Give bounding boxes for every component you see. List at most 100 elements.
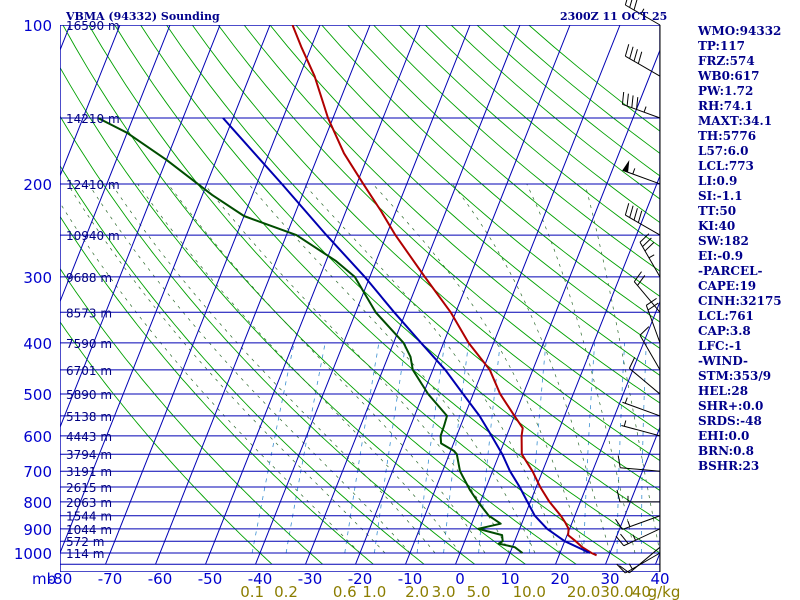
stat-item: BSHR:23 bbox=[698, 459, 760, 473]
moist-adiabat bbox=[111, 183, 436, 554]
wind-barb bbox=[622, 160, 661, 185]
barb-full bbox=[633, 49, 638, 62]
isotherm bbox=[355, 25, 571, 565]
barb-full bbox=[631, 95, 634, 108]
dry-adiabat bbox=[269, 25, 660, 376]
height-label: 1044 m bbox=[66, 523, 112, 537]
wind-barb bbox=[615, 515, 661, 530]
barb-full bbox=[617, 455, 621, 468]
isotherm bbox=[0, 25, 20, 564]
barb-full bbox=[624, 44, 630, 57]
height-label: 6701 m bbox=[66, 364, 112, 378]
dry-adiabat bbox=[140, 25, 660, 522]
stat-item: TT:50 bbox=[698, 204, 737, 218]
stat-item: CAP:3.8 bbox=[698, 324, 751, 338]
pressure-tick: 500 bbox=[23, 386, 52, 404]
wind-barb bbox=[633, 271, 661, 313]
dry-adiabat bbox=[60, 321, 273, 565]
moist-adiabat bbox=[137, 183, 461, 554]
mixing-ratio-tick: 3.0 bbox=[432, 583, 456, 600]
isotherm bbox=[605, 425, 660, 565]
barb-full bbox=[619, 565, 630, 574]
barb-full bbox=[647, 302, 659, 311]
height-label: 5890 m bbox=[66, 388, 112, 402]
isotherm bbox=[305, 25, 521, 565]
barb-half bbox=[624, 397, 628, 404]
isotherm bbox=[60, 25, 171, 303]
isotherm bbox=[255, 25, 471, 565]
barb-full bbox=[639, 233, 650, 243]
barb-full bbox=[621, 91, 625, 105]
stat-item: LCL:773 bbox=[698, 159, 754, 173]
temperature-tick: -50 bbox=[198, 570, 223, 588]
barb-staff bbox=[625, 4, 661, 26]
stat-item: LCL:761 bbox=[698, 309, 754, 323]
barb-staff bbox=[639, 335, 661, 371]
temperature-tick: 40 bbox=[650, 570, 669, 588]
mixing-ratio-tick: 0.6 bbox=[333, 583, 357, 600]
pressure-tick: 300 bbox=[23, 269, 52, 287]
barb-half bbox=[627, 520, 631, 527]
wind-barb bbox=[617, 455, 661, 472]
temperature-tick: -20 bbox=[348, 570, 373, 588]
isotherm bbox=[555, 300, 660, 565]
height-label: 4443 m bbox=[66, 430, 112, 444]
barb-staff bbox=[629, 367, 661, 395]
dry-adiabat bbox=[347, 25, 660, 297]
wind-barb bbox=[621, 420, 661, 437]
moist-adiabat bbox=[67, 183, 386, 554]
barb-staff bbox=[625, 214, 661, 236]
isotherm bbox=[155, 25, 371, 565]
moist-adiabat bbox=[584, 183, 660, 554]
isotherm bbox=[60, 25, 71, 52]
dry-adiabat bbox=[321, 25, 660, 323]
temperature-tick: 0 bbox=[455, 570, 465, 588]
stat-item: WB0:617 bbox=[698, 69, 760, 83]
temperature-tick: -10 bbox=[398, 570, 423, 588]
temperature-tick: 10 bbox=[500, 570, 519, 588]
wind-barb bbox=[616, 489, 660, 503]
mixing-ratio-line bbox=[285, 342, 326, 554]
barb-full bbox=[639, 326, 650, 336]
dry-adiabat bbox=[243, 25, 660, 404]
moist-adiabat bbox=[248, 183, 536, 554]
isotherm bbox=[60, 25, 121, 178]
barb-half bbox=[643, 106, 647, 113]
stat-item: LI:0.9 bbox=[698, 174, 738, 188]
barb-full bbox=[628, 357, 636, 369]
barb-full bbox=[637, 51, 643, 64]
barb-staff bbox=[621, 425, 661, 437]
height-label: 16590 m bbox=[66, 19, 120, 33]
mixing-ratio-tick: 20.0 bbox=[567, 583, 600, 600]
barb-half bbox=[640, 8, 645, 15]
height-label: 2063 m bbox=[66, 496, 112, 510]
height-label: 8573 m bbox=[66, 306, 112, 320]
barb-full bbox=[629, 0, 633, 8]
isotherm bbox=[205, 25, 421, 565]
temperature-trace bbox=[291, 25, 598, 557]
barb-staff bbox=[622, 169, 661, 185]
moist-adiabat bbox=[372, 183, 586, 554]
dry-adiabat bbox=[60, 215, 374, 565]
barb-half bbox=[628, 563, 633, 570]
stat-item: LFC:-1 bbox=[698, 339, 743, 353]
pressure-tick: 900 bbox=[23, 521, 52, 539]
barb-full bbox=[644, 241, 655, 252]
barb-staff bbox=[620, 467, 661, 472]
height-label: 3191 m bbox=[66, 465, 112, 479]
stat-item: SRDS:-48 bbox=[698, 414, 762, 428]
axis-labels: 16590 m 14210 m 12410 m 10940 m 9688 m 8573 m… bbox=[14, 17, 681, 600]
dry-adiabat bbox=[191, 25, 660, 462]
temperature-tick: -60 bbox=[148, 570, 173, 588]
pressure-tick: 800 bbox=[23, 494, 52, 512]
dewpoint-trace bbox=[97, 117, 524, 554]
height-label: 7590 m bbox=[66, 337, 112, 351]
height-label: 12410 m bbox=[66, 178, 120, 192]
wind-barb bbox=[621, 91, 661, 119]
wind-barb bbox=[616, 552, 661, 574]
barb-staff bbox=[629, 546, 661, 574]
barb-staff bbox=[633, 281, 661, 313]
stat-item: KI:40 bbox=[698, 219, 736, 233]
isotherm bbox=[505, 174, 660, 565]
barb-full bbox=[633, 208, 638, 221]
